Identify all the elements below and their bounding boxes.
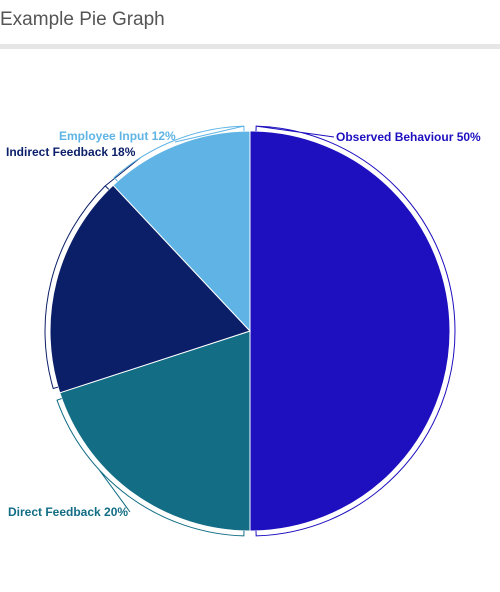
- slice-label-observed-behaviour: Observed Behaviour 50%: [336, 130, 481, 144]
- chart-title: Example Pie Graph: [0, 9, 165, 30]
- chart-header: Example Pie Graph: [0, 0, 500, 44]
- leader-direct-feedback: [56, 398, 245, 537]
- slice-label-employee-input: Employee Input 12%: [59, 129, 176, 143]
- pie-slice-direct-feedback[interactable]: [59, 330, 251, 532]
- label-leaders: [44, 125, 456, 537]
- header-divider: [0, 44, 500, 49]
- pie-slice-employee-input[interactable]: [112, 130, 251, 333]
- slice-labels: Observed Behaviour 50% Direct Feedback 20…: [6, 129, 481, 519]
- leader-observed-behaviour: [255, 125, 456, 537]
- leader-indirect-feedback: [44, 157, 141, 390]
- pie-slice-observed-behaviour[interactable]: [249, 130, 451, 532]
- pie-slices: [49, 130, 451, 532]
- slice-label-direct-feedback: Direct Feedback 20%: [8, 505, 128, 519]
- pie-slice-indirect-feedback[interactable]: [49, 184, 251, 394]
- slice-label-indirect-feedback: Indirect Feedback 18%: [6, 145, 136, 159]
- leader-employee-input: [113, 125, 245, 182]
